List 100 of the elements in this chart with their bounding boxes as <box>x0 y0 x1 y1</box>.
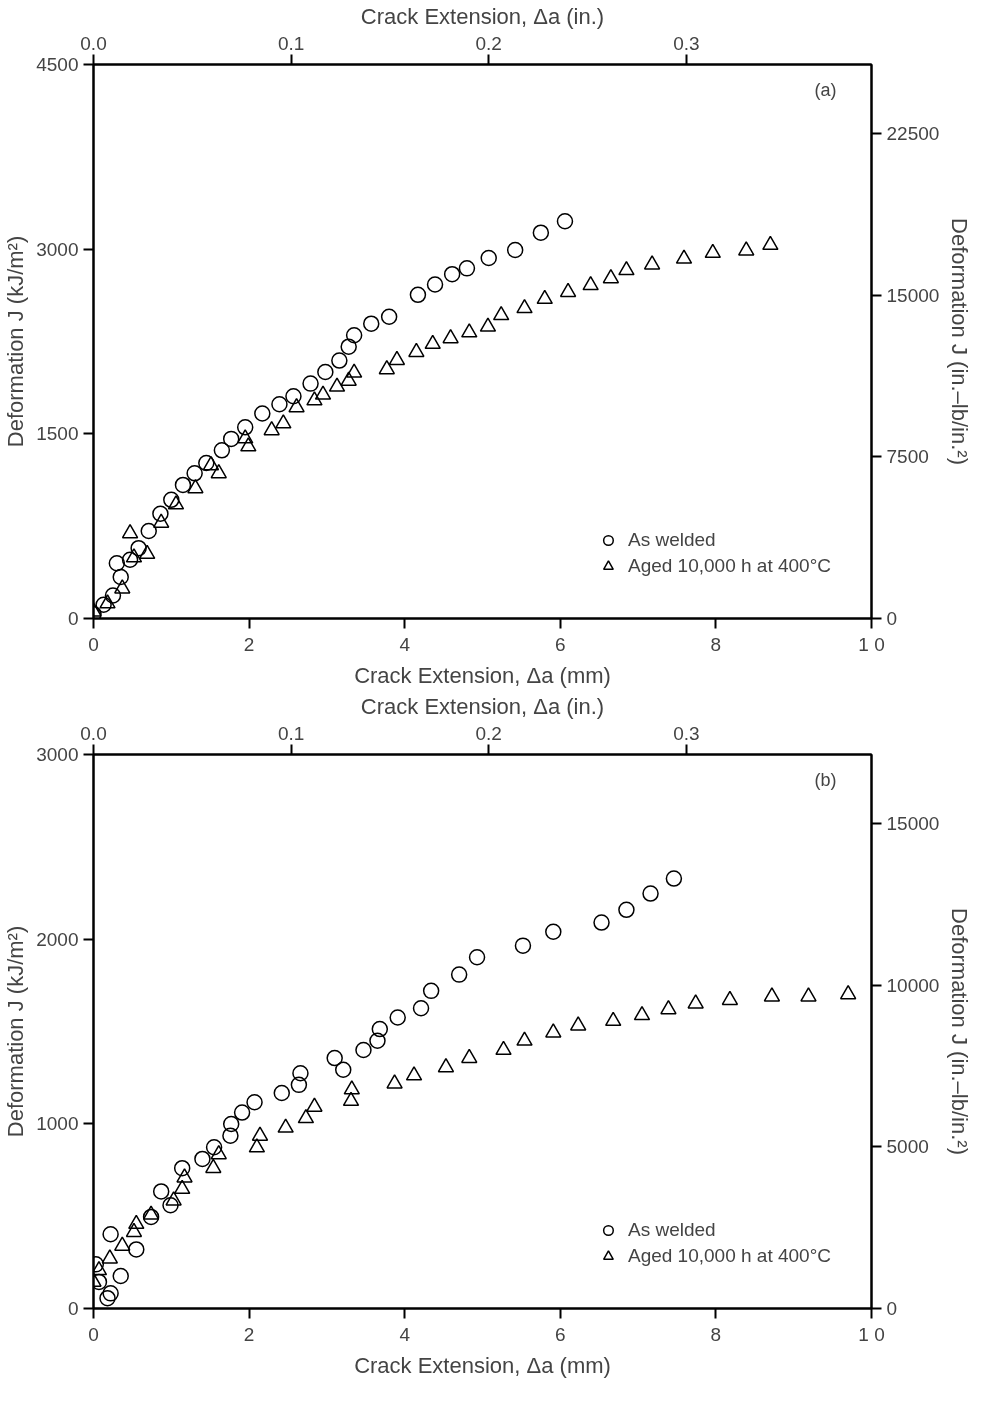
point <box>461 1048 478 1064</box>
point <box>763 987 781 1002</box>
y-axis-title: Deformation J (kJ/m²) <box>3 235 29 448</box>
point <box>480 249 497 267</box>
point <box>461 323 478 338</box>
legend-label: Aged 10,000 h at 400°C <box>627 1245 831 1267</box>
point <box>556 212 574 230</box>
point <box>213 442 231 459</box>
point <box>762 235 779 251</box>
point <box>125 1222 143 1238</box>
point <box>236 419 254 436</box>
point <box>458 260 476 277</box>
point <box>317 363 334 381</box>
y2-tick-label: 15000 <box>886 284 940 306</box>
x-tick-label: 4 <box>399 1323 411 1345</box>
point <box>355 1041 372 1059</box>
point <box>342 1091 360 1107</box>
point <box>302 375 319 392</box>
point <box>633 1005 651 1021</box>
point <box>334 1061 352 1078</box>
point <box>236 429 254 444</box>
point <box>222 1115 240 1133</box>
point <box>101 1249 119 1264</box>
point <box>378 359 396 375</box>
point <box>737 241 755 256</box>
y2-axis-title: Deformation J (in.–lb/in.²) <box>947 218 973 465</box>
point <box>99 594 116 609</box>
point <box>210 463 228 479</box>
point <box>152 1183 170 1200</box>
point <box>306 391 323 406</box>
point <box>371 1020 389 1038</box>
x-tick-label: 0 <box>88 1323 99 1345</box>
x-tick-label: 1 0 <box>858 1323 885 1345</box>
point <box>112 568 129 586</box>
point <box>602 268 620 284</box>
point <box>388 350 406 366</box>
point <box>167 495 185 510</box>
point <box>128 1214 145 1229</box>
annotation: (a) <box>814 79 837 100</box>
point <box>800 987 817 1002</box>
y-tick-label: 1500 <box>36 423 79 445</box>
point <box>468 949 486 966</box>
point <box>240 437 257 452</box>
point <box>369 1032 386 1049</box>
point <box>604 1011 622 1027</box>
x2-axis-title: Crack Extension, Δa (in.) <box>360 693 605 719</box>
point <box>108 554 126 572</box>
point <box>233 1104 251 1121</box>
point <box>532 224 550 241</box>
point <box>290 1076 308 1094</box>
point <box>340 338 357 355</box>
x2-tick-label: 0.0 <box>80 722 107 744</box>
point <box>165 1191 182 1206</box>
point <box>386 1074 403 1089</box>
point <box>254 405 271 422</box>
x2-tick-label: 0.1 <box>277 32 305 54</box>
point <box>114 1236 131 1251</box>
point <box>152 505 169 522</box>
point <box>205 1158 222 1174</box>
point <box>130 539 147 557</box>
point <box>443 265 461 283</box>
y-axis-title: Deformation J (kJ/m²) <box>3 925 29 1138</box>
point <box>559 282 577 298</box>
point <box>516 298 533 314</box>
point <box>593 914 610 931</box>
point <box>163 491 180 509</box>
point <box>121 523 139 539</box>
point <box>380 308 398 325</box>
point <box>345 326 363 344</box>
x-tick-label: 8 <box>710 633 722 655</box>
point <box>273 1084 291 1102</box>
y-tick-label: 0 <box>67 608 79 629</box>
point <box>104 587 122 604</box>
y2-tick-label: 15000 <box>886 812 940 834</box>
point <box>642 885 659 902</box>
point <box>114 579 131 594</box>
point <box>173 1179 191 1195</box>
x2-tick-label: 0.1 <box>277 722 305 744</box>
point <box>142 1205 160 1220</box>
point <box>328 377 346 392</box>
x-axis-title: Crack Extension, Δa (mm) <box>354 662 611 688</box>
x2-tick-label: 0.3 <box>673 722 700 744</box>
point <box>516 1031 533 1046</box>
point <box>536 289 553 305</box>
point <box>314 385 332 400</box>
point <box>277 1118 294 1133</box>
point <box>389 1009 406 1026</box>
point <box>618 260 635 276</box>
x-tick-label: 8 <box>710 1323 722 1345</box>
point <box>492 305 510 321</box>
point <box>271 396 288 413</box>
point <box>422 982 440 1000</box>
y-tick-label: 2000 <box>36 928 79 950</box>
x-tick-label: 1 0 <box>858 633 885 655</box>
point <box>306 1097 323 1112</box>
x2-tick-label: 0.3 <box>673 32 700 54</box>
point <box>331 352 348 369</box>
point <box>285 388 302 405</box>
point <box>102 1226 119 1243</box>
point <box>343 1080 361 1095</box>
